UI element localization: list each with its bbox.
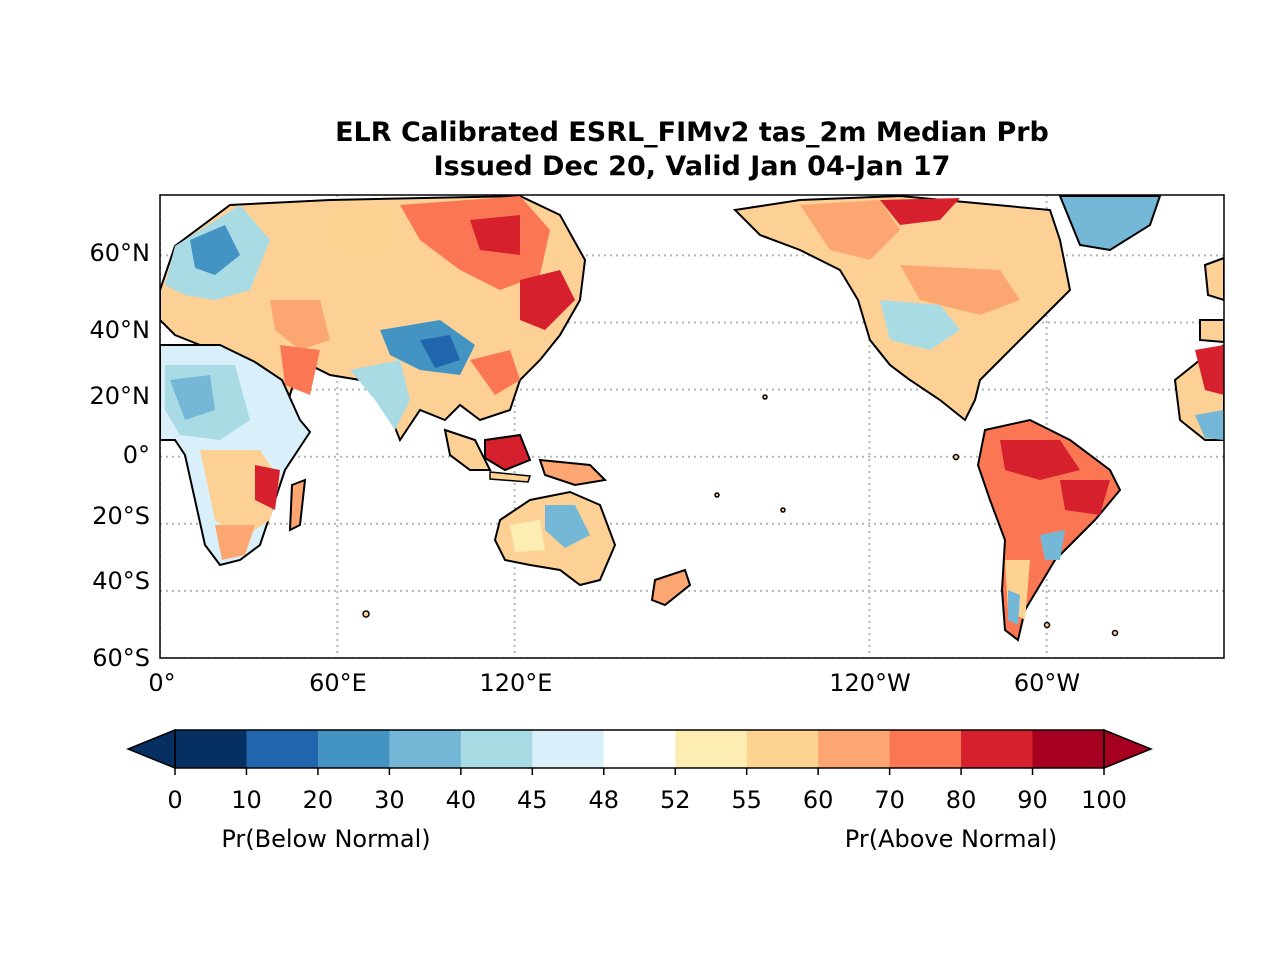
colorbar-over-arrow (1103, 728, 1154, 770)
colorbar-swatch (675, 730, 748, 768)
colorbar-tick-label: 48 (588, 786, 619, 814)
lat-tick-label: 0° (123, 441, 150, 469)
colorbar-tick-label: 40 (446, 786, 477, 814)
colorbar: 0 10 20 30 40 45 48 52 55 60 70 80 90 100 Pr(Below No… (125, 728, 1154, 853)
colorbar-swatch (1032, 730, 1105, 768)
above-normal-label: Pr(Above Normal) (845, 825, 1057, 853)
longitude-axis: 0° 60°E 120°E 120°W 60°W (148, 669, 1080, 697)
colorbar-tick-label: 52 (660, 786, 691, 814)
lon-tick-label: 60°W (1014, 669, 1080, 697)
colorbar-tick-label: 60 (803, 786, 834, 814)
colorbar-tick-label: 0 (167, 786, 182, 814)
colorbar-tick-label: 10 (231, 786, 262, 814)
graticule (160, 195, 1224, 658)
map-frame (159, 194, 1225, 659)
colorbar-swatch (460, 730, 533, 768)
landmass-australia (493, 490, 692, 607)
colorbar-tick-label: 20 (303, 786, 334, 814)
small-islands (362, 394, 1119, 637)
lat-tick-label: 40°N (90, 316, 151, 344)
colorbar-swatch (175, 730, 248, 768)
title-line-2: Issued Dec 20, Valid Jan 04-Jan 17 (433, 151, 951, 182)
colorbar-frame (174, 729, 1105, 769)
map-layers (160, 195, 1224, 658)
latitude-axis: 60°N 40°N 20°N 0° 20°S 40°S 60°S (90, 239, 151, 672)
below-normal-label: Pr(Below Normal) (221, 825, 430, 853)
colorbar-swatch (389, 730, 462, 768)
lat-tick-label: 60°N (90, 239, 151, 267)
colorbar-ticks: 0 10 20 30 40 45 48 52 55 60 70 80 90 100 (167, 768, 1127, 814)
colorbar-swatch (818, 730, 891, 768)
colorbar-tick-label: 80 (946, 786, 977, 814)
colorbar-tick-label: 45 (517, 786, 548, 814)
landmass-maritime-continent (443, 428, 608, 487)
lat-tick-label: 60°S (92, 644, 150, 672)
colorbar-tick-label: 55 (731, 786, 762, 814)
colorbar-swatch (961, 730, 1034, 768)
lon-tick-label: 120°E (480, 669, 553, 697)
lat-tick-label: 20°N (90, 382, 151, 410)
lon-tick-label: 120°W (829, 669, 911, 697)
colorbar-swatch (532, 730, 605, 768)
landmass-south-america (976, 418, 1122, 642)
colorbar-swatch (889, 730, 962, 768)
colorbar-tick-label: 30 (374, 786, 405, 814)
landmass-west-africa-edge (1173, 256, 1224, 441)
landmass-north-america (732, 195, 1162, 422)
lon-tick-label: 0° (148, 669, 175, 697)
colorbar-tick-label: 100 (1081, 786, 1127, 814)
lat-tick-label: 40°S (92, 567, 150, 595)
colorbar-swatch (246, 730, 319, 768)
colorbar-tick-label: 70 (874, 786, 905, 814)
colorbar-under-arrow (125, 728, 176, 770)
lat-tick-label: 20°S (92, 502, 150, 530)
colorbar-swatch (746, 730, 819, 768)
chart-title: ELR Calibrated ESRL_FIMv2 tas_2m Median … (160, 116, 1224, 184)
colorbar-swatch (317, 730, 390, 768)
colorbar-tick-label: 90 (1017, 786, 1048, 814)
colorbar-swatches (175, 730, 1105, 768)
map-panel (159, 194, 1225, 659)
colorbar-swatch (603, 730, 676, 768)
title-line-1: ELR Calibrated ESRL_FIMv2 tas_2m Median … (335, 117, 1049, 148)
landmass-africa (160, 344, 312, 567)
lon-tick-label: 60°E (309, 669, 367, 697)
